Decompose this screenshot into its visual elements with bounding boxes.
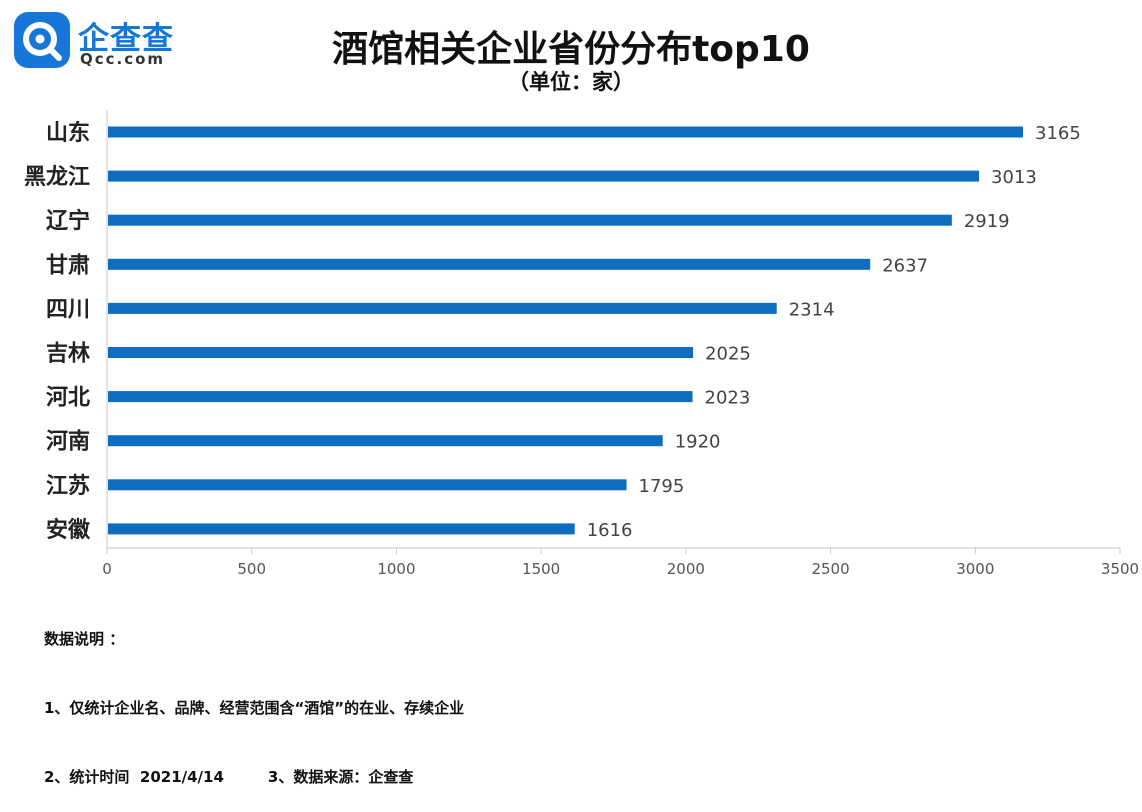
data-label: 1920: [675, 432, 721, 453]
logo-name-en: Qcc.com: [80, 50, 166, 68]
x-tick-label: 0: [102, 560, 112, 578]
chart-subtitle: （单位：家）: [508, 70, 634, 94]
x-tick-label: 1000: [377, 560, 415, 578]
bar-chart: 0 500 1000 1500 2000 2500 3000 3500 山东 3165 黑龙江 301…: [24, 110, 1139, 578]
notes-line-1: 1、仅统计企业名、品牌、经营范围含“酒馆”的在业、存续企业: [44, 699, 465, 717]
logo-name-cn: 企查查: [78, 21, 174, 57]
data-label: 2314: [789, 299, 835, 320]
bar: [108, 391, 693, 403]
bar: [108, 126, 1024, 138]
category-label: 吉林: [46, 341, 90, 367]
data-label: 1795: [639, 476, 685, 497]
x-tick-label: 1500: [522, 560, 560, 578]
notes-line-2: 2、统计时间 2021/4/14 3、数据来源：企查查: [44, 766, 464, 789]
bar: [108, 302, 777, 314]
category-label: 四川: [46, 297, 90, 322]
x-tick-label: 3500: [1101, 560, 1139, 578]
x-tick-label: 2500: [811, 560, 849, 578]
qcc-logo-icon: [14, 12, 70, 68]
data-label: 2025: [705, 344, 751, 365]
category-label: 江苏: [46, 473, 90, 499]
x-tick-label: 500: [237, 560, 266, 578]
category-label: 甘肃: [46, 252, 90, 278]
data-label: 3165: [1035, 123, 1081, 144]
bar: [108, 258, 871, 270]
category-label: 黑龙江: [24, 165, 90, 190]
category-label: 辽宁: [46, 208, 90, 234]
x-tick-label: 3000: [956, 560, 994, 578]
notes-source: 3、数据来源：企查查: [267, 768, 414, 786]
category-label: 河北: [46, 386, 90, 411]
notes-time: 2、统计时间 2021/4/14: [44, 768, 224, 786]
chart-title: 酒馆相关企业省份分布top10: [332, 29, 810, 70]
notes-heading: 数据说明 ：: [44, 630, 125, 648]
bar: [108, 347, 694, 358]
bar: [108, 523, 575, 535]
logo: 企查查 Qcc.com: [14, 12, 184, 70]
data-label: 1616: [587, 520, 633, 541]
data-label: 2023: [705, 388, 751, 409]
category-label: 河南: [46, 430, 90, 455]
category-label: 山东: [46, 120, 90, 146]
data-label: 2919: [964, 211, 1010, 232]
data-label: 3013: [991, 167, 1037, 188]
bar: [108, 214, 952, 226]
data-label: 2637: [882, 255, 928, 276]
bar: [108, 479, 627, 491]
data-notes: 数据说明 ： 1、仅统计企业名、品牌、经营范围含“酒馆”的在业、存续企业 2、统…: [44, 582, 464, 812]
x-tick-label: 2000: [667, 560, 705, 578]
bar: [108, 435, 663, 447]
category-label: 安徽: [46, 517, 91, 543]
bar: [108, 170, 980, 182]
